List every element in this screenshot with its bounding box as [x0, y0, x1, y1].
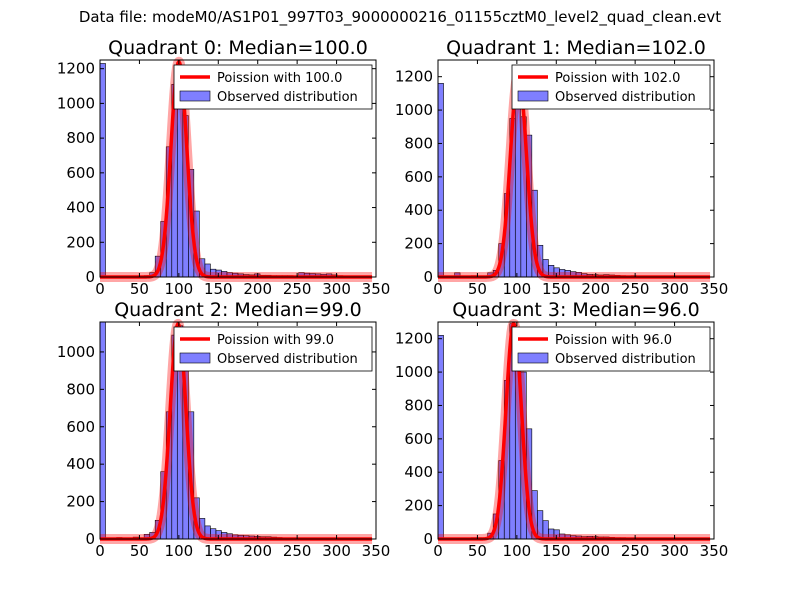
quadrant-0-ytick-label-200: 200: [66, 233, 95, 251]
quadrant-2-title: Quadrant 2: Median=99.0: [114, 299, 362, 321]
quadrant-1-title: Quadrant 1: Median=102.0: [446, 37, 706, 59]
quadrant-3-xtick-label-0: 0: [433, 542, 443, 560]
quadrant-0-xtick-label-250: 250: [283, 280, 312, 298]
quadrant-2-bar-0: [99, 321, 106, 540]
quadrant-0-xtick-label-200: 200: [243, 280, 272, 298]
quadrant-0-xtick-label-100: 100: [165, 280, 194, 298]
quadrant-3-ytick-label-200: 200: [404, 497, 433, 515]
quadrant-1-legend: [511, 64, 711, 110]
quadrant-2-ytick-label-200: 200: [66, 493, 95, 511]
quadrant-3-ytick-label-0: 0: [423, 530, 433, 548]
quadrant-1-legend-hist-label: Observed distribution: [555, 90, 696, 105]
quadrant-0-xtick-label-300: 300: [322, 280, 351, 298]
quadrant-0-xtick-label-150: 150: [204, 280, 233, 298]
quadrant-2-legend: [173, 326, 373, 372]
quadrant-2-plot: 0 50 100 150 200 250 300 350 0 200 400 600 800 1000 Qu…: [57, 299, 391, 560]
quadrant-1-legend-poisson-label: Poission with 102.0: [555, 71, 680, 86]
quadrant-1-xtick-label-250: 250: [621, 280, 650, 298]
quadrant-0-ytick-label-1200: 1200: [57, 60, 95, 78]
quadrant-3-title: Quadrant 3: Median=96.0: [452, 299, 700, 321]
quadrant-1-bar-0: [437, 83, 444, 278]
quadrant-1-ytick-label-1200: 1200: [395, 68, 433, 86]
quadrant-3-ytick-label-800: 800: [404, 396, 433, 414]
quadrant-3-xtick-label-50: 50: [468, 542, 487, 560]
quadrant-1-xtick-label-150: 150: [542, 280, 571, 298]
quadrant-0-legend-hist-swatch: [179, 90, 211, 102]
quadrant-2-legend-poisson-label: Poission with 99.0: [217, 333, 334, 348]
quadrant-1-xtick-label-100: 100: [503, 280, 532, 298]
quadrant-0-axes-frame: [99, 59, 377, 278]
quadrant-3-ytick-label-1000: 1000: [395, 363, 433, 381]
figure-suptitle: Data file: modeM0/AS1P01_997T03_90000002…: [78, 8, 722, 26]
quadrant-1-xtick-label-350: 350: [700, 280, 729, 298]
quadrant-0-legend-hist-label: Observed distribution: [217, 90, 358, 105]
quadrant-1-xtick-label-200: 200: [581, 280, 610, 298]
quadrant-3-xtick-label-250: 250: [621, 542, 650, 560]
quadrant-1-ytick-label-400: 400: [404, 201, 433, 219]
quadrant-1-ytick-label-600: 600: [404, 168, 433, 186]
quadrant-2-axes-frame: [99, 321, 377, 540]
quadrant-1-ytick-label-1000: 1000: [395, 101, 433, 119]
quadrant-2-xtick-label-350: 350: [362, 542, 391, 560]
quadrant-2-legend-hist-swatch: [179, 352, 211, 364]
quadrant-3-plot: 0 50 100 150 200 250 300 350 0 200 400 600 800 1000 12…: [395, 299, 729, 560]
quadrant-0-ytick-label-0: 0: [85, 268, 95, 286]
quadrant-2-ytick-label-1000: 1000: [57, 343, 95, 361]
quadrant-0-legend-poisson-label: Poission with 100.0: [217, 71, 342, 86]
quadrant-1-ytick-label-800: 800: [404, 134, 433, 152]
quadrant-0-legend: [173, 64, 373, 110]
quadrant-2-ytick-label-400: 400: [66, 455, 95, 473]
quadrant-3-xtick-label-150: 150: [542, 542, 571, 560]
quadrant-2-xtick-label-250: 250: [283, 542, 312, 560]
quadrant-0-xtick-label-50: 50: [130, 280, 149, 298]
quadrant-2-ytick-label-600: 600: [66, 418, 95, 436]
quadrant-0-ytick-label-600: 600: [66, 164, 95, 182]
quadrant-3-legend: [511, 326, 711, 372]
quadrant-3-xtick-label-100: 100: [503, 542, 532, 560]
quadrant-2-xtick-label-0: 0: [95, 542, 105, 560]
quadrant-0-ytick-label-1000: 1000: [57, 94, 95, 112]
quadrant-2-xtick-label-150: 150: [204, 542, 233, 560]
quadrant-3-ytick-label-600: 600: [404, 430, 433, 448]
quadrant-2-ytick-label-0: 0: [85, 530, 95, 548]
quadrant-0-bar-0: [99, 63, 106, 278]
quadrant-1-xtick-label-300: 300: [660, 280, 689, 298]
quadrant-2-ytick-label-800: 800: [66, 380, 95, 398]
quadrant-2-legend-hist-label: Observed distribution: [217, 352, 358, 367]
quadrant-3-ytick-label-400: 400: [404, 463, 433, 481]
quadrant-0-ytick-label-800: 800: [66, 129, 95, 147]
quadrant-0-xtick-label-350: 350: [362, 280, 391, 298]
quadrant-3-bar-0: [437, 335, 444, 540]
quadrant-3-xtick-label-350: 350: [700, 542, 729, 560]
quadrant-2-xtick-label-50: 50: [130, 542, 149, 560]
quadrant-0-plot: 0 50 100 150 200 250 300 350 0 200 400 600 800 1000 12…: [57, 37, 391, 298]
quadrant-0-title: Quadrant 0: Median=100.0: [108, 37, 368, 59]
quadrant-2-xtick-label-300: 300: [322, 542, 351, 560]
quadrant-1-xtick-label-50: 50: [468, 280, 487, 298]
quadrant-3-ytick-label-1200: 1200: [395, 330, 433, 348]
quadrant-3-xtick-label-300: 300: [660, 542, 689, 560]
quadrant-2-xtick-label-100: 100: [165, 542, 194, 560]
quadrant-2-xtick-label-200: 200: [243, 542, 272, 560]
quadrant-1-axes-frame: [437, 59, 715, 278]
quadrant-3-legend-hist-swatch: [517, 352, 549, 364]
quadrant-3-axes-frame: [437, 321, 715, 540]
quadrant-0-ytick-label-400: 400: [66, 199, 95, 217]
quadrant-1-legend-hist-swatch: [517, 90, 549, 102]
quadrant-1-ytick-label-200: 200: [404, 235, 433, 253]
quadrant-1-plot: 0 50 100 150 200 250 300 350 0 200 400 600 800 1000 12…: [395, 37, 729, 298]
quadrant-0-xtick-label-0: 0: [95, 280, 105, 298]
quadrant-3-legend-hist-label: Observed distribution: [555, 352, 696, 367]
quadrant-3-legend-poisson-label: Poission with 96.0: [555, 333, 672, 348]
quadrant-1-xtick-label-0: 0: [433, 280, 443, 298]
quadrant-1-ytick-label-0: 0: [423, 268, 433, 286]
quadrant-3-xtick-label-200: 200: [581, 542, 610, 560]
